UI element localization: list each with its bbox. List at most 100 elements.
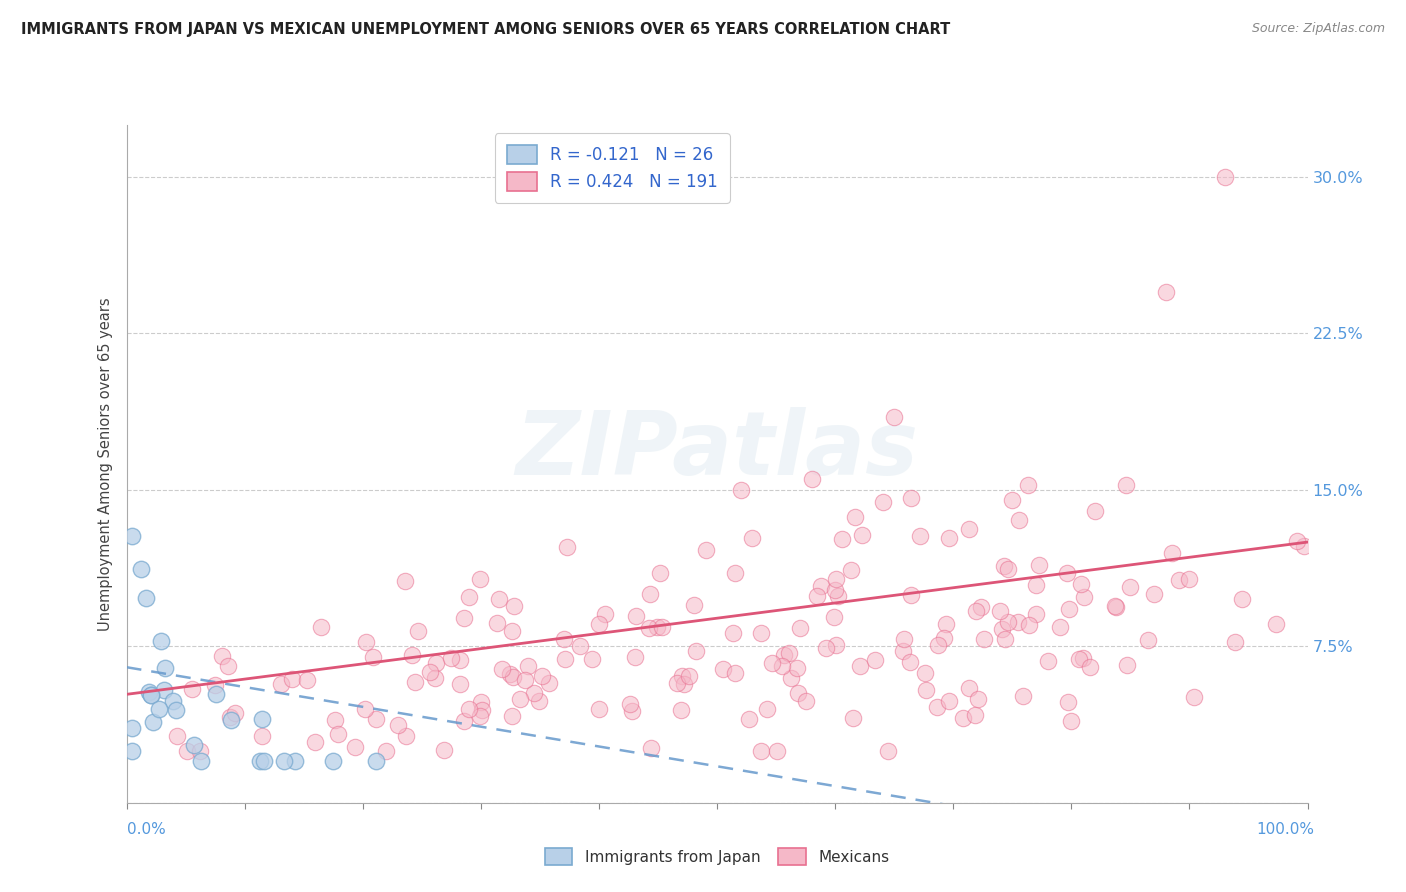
Point	[129, 562, 152, 576]
Point	[831, 533, 853, 547]
Point	[893, 632, 915, 646]
Point	[457, 590, 479, 604]
Point	[513, 673, 536, 687]
Point	[1292, 539, 1315, 553]
Point	[640, 741, 662, 756]
Point	[751, 744, 773, 758]
Point	[1104, 599, 1126, 613]
Legend: Immigrants from Japan, Mexicans: Immigrants from Japan, Mexicans	[537, 840, 897, 873]
Point	[449, 677, 471, 691]
Point	[522, 686, 544, 700]
Point	[153, 660, 176, 674]
Point	[183, 738, 205, 752]
Point	[488, 592, 510, 607]
Point	[1059, 714, 1081, 728]
Point	[770, 659, 793, 673]
Point	[927, 638, 949, 652]
Point	[1078, 660, 1101, 674]
Point	[891, 644, 914, 658]
Point	[1028, 558, 1050, 573]
Point	[851, 528, 873, 542]
Point	[440, 651, 463, 665]
Point	[1154, 285, 1177, 299]
Point	[204, 678, 226, 692]
Point	[501, 708, 523, 723]
Point	[877, 744, 900, 758]
Point	[1182, 690, 1205, 705]
Point	[219, 709, 242, 723]
Point	[343, 739, 366, 754]
Text: IMMIGRANTS FROM JAPAN VS MEXICAN UNEMPLOYMENT AMONG SENIORS OVER 65 YEARS CORREL: IMMIGRANTS FROM JAPAN VS MEXICAN UNEMPLO…	[21, 22, 950, 37]
Point	[188, 744, 211, 758]
Point	[249, 754, 271, 768]
Point	[624, 609, 647, 624]
Point	[844, 509, 866, 524]
Point	[121, 529, 143, 543]
Point	[682, 598, 704, 612]
Point	[502, 670, 524, 684]
Point	[898, 655, 921, 669]
Point	[295, 673, 318, 687]
Point	[121, 744, 143, 758]
Point	[141, 688, 163, 702]
Point	[952, 711, 974, 725]
Point	[138, 685, 160, 699]
Point	[1012, 690, 1035, 704]
Point	[1168, 573, 1191, 587]
Point	[1059, 602, 1081, 616]
Point	[824, 638, 846, 652]
Point	[224, 706, 246, 721]
Point	[669, 703, 692, 717]
Point	[908, 529, 931, 543]
Point	[491, 662, 513, 676]
Point	[959, 522, 981, 536]
Point	[957, 681, 980, 696]
Point	[1067, 651, 1090, 665]
Point	[394, 574, 416, 588]
Point	[993, 559, 1015, 574]
Point	[1160, 546, 1182, 560]
Point	[1056, 695, 1078, 709]
Point	[1116, 657, 1139, 672]
Point	[323, 713, 346, 727]
Point	[162, 694, 184, 708]
Point	[988, 604, 1011, 618]
Point	[637, 621, 659, 635]
Point	[1213, 169, 1236, 184]
Point	[281, 672, 304, 686]
Point	[724, 566, 747, 580]
Point	[217, 659, 239, 673]
Point	[433, 742, 456, 756]
Point	[651, 620, 673, 634]
Point	[938, 694, 960, 708]
Point	[800, 473, 823, 487]
Point	[364, 754, 387, 768]
Point	[749, 625, 772, 640]
Point	[1177, 572, 1199, 586]
Point	[927, 699, 949, 714]
Point	[640, 587, 662, 601]
Point	[250, 712, 273, 726]
Point	[588, 702, 610, 716]
Point	[1001, 493, 1024, 508]
Point	[997, 562, 1019, 576]
Point	[827, 589, 849, 603]
Point	[273, 754, 295, 768]
Point	[825, 572, 848, 586]
Point	[153, 682, 176, 697]
Point	[375, 743, 398, 757]
Point	[1038, 654, 1060, 668]
Point	[1049, 620, 1071, 634]
Point	[789, 621, 811, 635]
Point	[503, 599, 526, 614]
Point	[554, 652, 576, 666]
Point	[1056, 566, 1078, 580]
Point	[823, 610, 845, 624]
Point	[1264, 616, 1286, 631]
Point	[624, 650, 647, 665]
Point	[1225, 635, 1247, 649]
Point	[1008, 513, 1031, 527]
Point	[815, 641, 838, 656]
Point	[778, 646, 800, 660]
Point	[711, 662, 734, 676]
